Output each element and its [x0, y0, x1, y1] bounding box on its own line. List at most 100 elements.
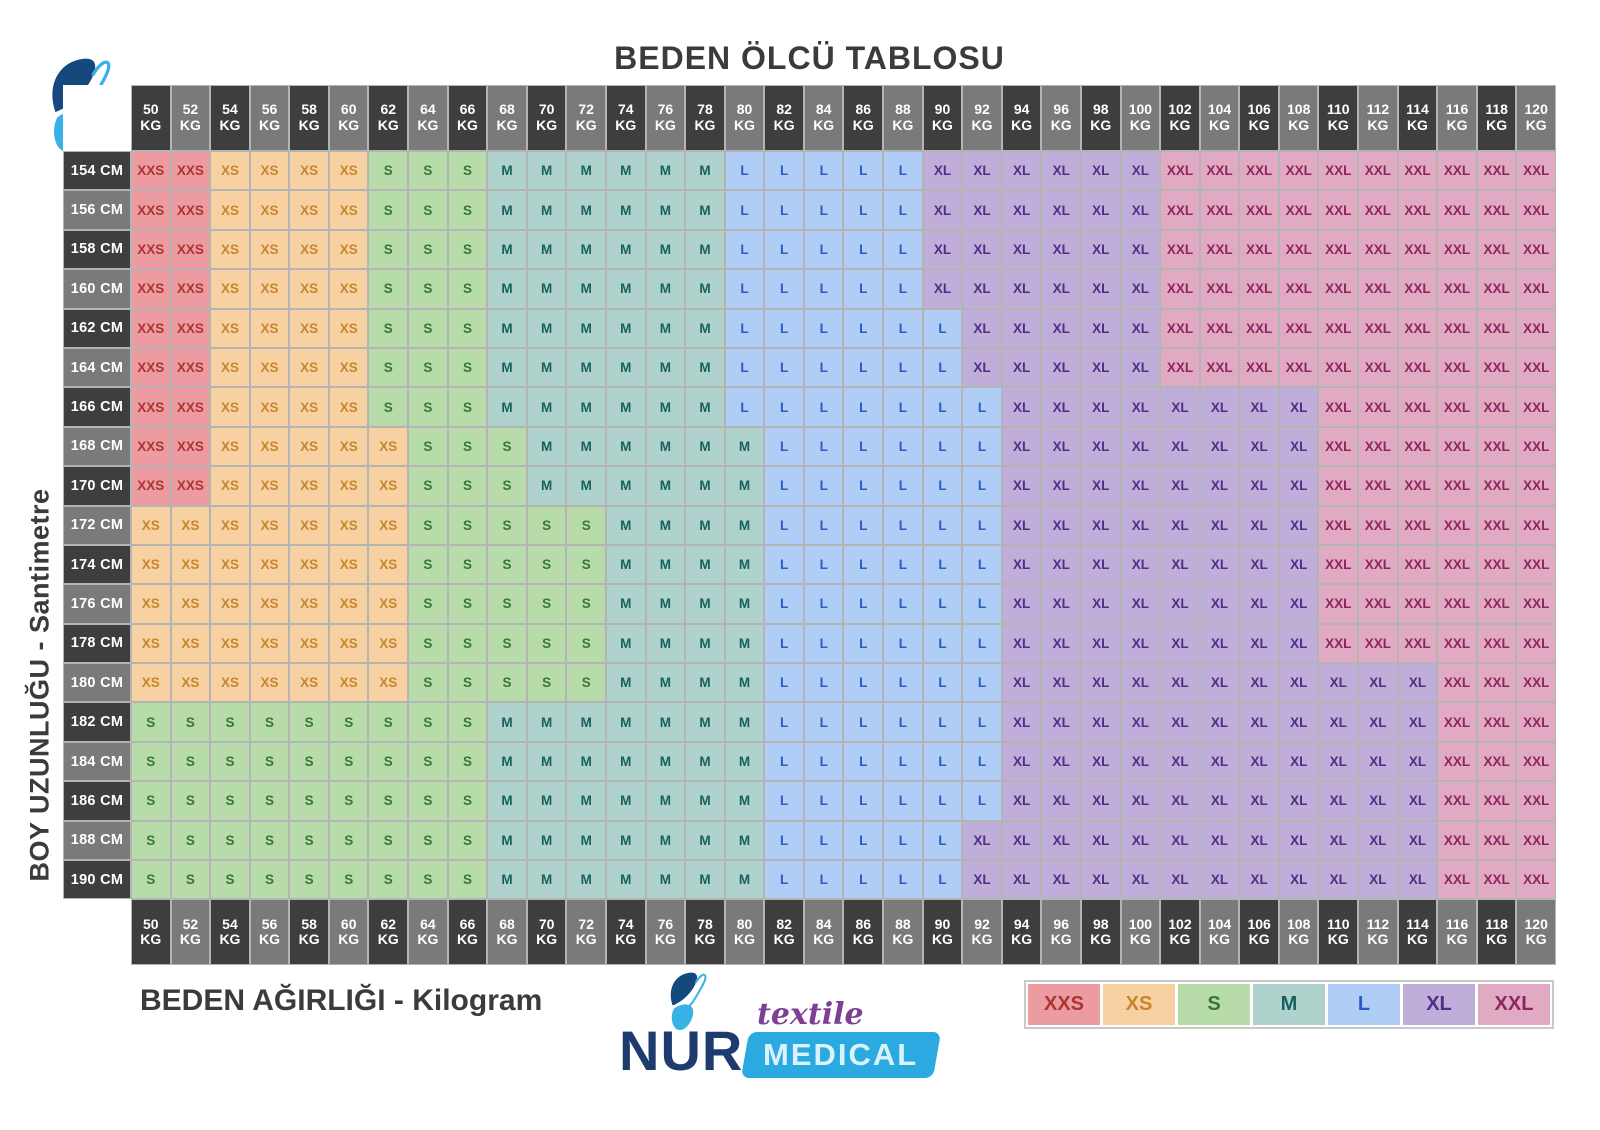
- weight-value: 50: [143, 915, 159, 932]
- size-cell: L: [803, 623, 844, 664]
- height-label: 178 CM: [63, 623, 131, 664]
- size-cell: XL: [922, 269, 963, 309]
- size-cell: M: [605, 584, 646, 624]
- size-cell: S: [447, 151, 488, 191]
- size-cell: XXL: [1318, 387, 1359, 427]
- size-cell: S: [566, 623, 606, 664]
- weight-unit: KG: [417, 931, 439, 948]
- weight-value: 114: [1406, 101, 1429, 118]
- size-cell: L: [883, 781, 923, 821]
- size-cell: XS: [289, 269, 329, 309]
- weight-unit: KG: [1129, 931, 1151, 948]
- weight-unit: KG: [377, 931, 399, 948]
- size-cell: M: [487, 308, 527, 348]
- weight-header-top: 82 KG: [764, 85, 804, 151]
- size-cell: L: [883, 151, 923, 191]
- size-cell: S: [368, 308, 409, 348]
- size-cell: M: [526, 269, 567, 309]
- size-cell: XXL: [1358, 466, 1398, 506]
- weight-header-top: 112 KG: [1358, 85, 1398, 151]
- size-cell: XL: [1358, 860, 1398, 900]
- size-cell: M: [724, 623, 765, 664]
- weight-unit: KG: [852, 117, 874, 133]
- size-cell: XS: [210, 505, 250, 545]
- size-cell: XL: [1358, 663, 1398, 703]
- size-cell: XL: [1120, 190, 1161, 230]
- size-cell: XS: [289, 190, 329, 230]
- size-cell: XL: [1001, 269, 1042, 309]
- size-cell: XL: [1080, 544, 1121, 585]
- weight-unit: KG: [1525, 931, 1547, 948]
- size-cell: S: [447, 426, 488, 467]
- size-cell: XL: [1120, 584, 1161, 624]
- size-cell: L: [922, 584, 963, 624]
- size-cell: S: [289, 860, 329, 900]
- weight-value: 54: [222, 101, 238, 118]
- size-cell: XL: [1041, 466, 1081, 506]
- weight-unit: KG: [1446, 117, 1468, 133]
- weight-unit: KG: [931, 931, 953, 948]
- weight-value: 102: [1168, 915, 1192, 932]
- weight-unit: KG: [140, 931, 162, 948]
- weight-header-top: 116 KG: [1437, 85, 1477, 151]
- size-cell: S: [210, 741, 250, 782]
- size-cell: S: [289, 820, 329, 861]
- size-cell: XXL: [1476, 544, 1517, 585]
- size-cell: M: [685, 426, 725, 467]
- size-cell: M: [526, 860, 567, 900]
- weight-header-top: 56 KG: [249, 85, 290, 151]
- size-cell: S: [408, 820, 448, 861]
- size-cell: L: [803, 151, 844, 191]
- size-cell: M: [566, 151, 606, 191]
- weight-header-bottom: 76 KG: [645, 899, 686, 966]
- size-cell: XL: [1080, 820, 1121, 861]
- size-cell: XXL: [1476, 151, 1517, 191]
- size-cell: XXL: [1199, 190, 1240, 230]
- size-cell: XL: [1041, 544, 1081, 585]
- weight-unit: KG: [734, 117, 756, 133]
- size-cell: L: [843, 860, 884, 900]
- size-cell: S: [289, 741, 329, 782]
- size-cell: XL: [1278, 741, 1319, 782]
- size-cell: L: [883, 544, 923, 585]
- size-cell: XXL: [1199, 151, 1240, 191]
- size-cell: L: [803, 190, 844, 230]
- size-cell: XXS: [131, 269, 171, 309]
- size-cell: L: [922, 663, 963, 703]
- weight-unit: KG: [1011, 117, 1033, 133]
- weight-header-bottom: 92 KG: [962, 899, 1002, 966]
- size-cell: M: [605, 269, 646, 309]
- size-cell: S: [170, 781, 211, 821]
- size-cell: L: [883, 308, 923, 348]
- size-cell: XXL: [1476, 781, 1517, 821]
- weight-value: 74: [617, 915, 634, 932]
- weight-value: 64: [420, 915, 436, 932]
- weight-header-bottom: 66 KG: [447, 899, 488, 966]
- weight-header-top: 90 KG: [922, 85, 963, 151]
- size-cell: XXL: [1160, 347, 1200, 388]
- size-cell: XL: [1080, 151, 1121, 191]
- size-cell: XXL: [1437, 426, 1477, 467]
- weight-header-top: 110 KG: [1318, 85, 1359, 151]
- size-cell: L: [843, 347, 884, 388]
- size-cell: L: [764, 702, 804, 742]
- weight-unit: KG: [1486, 117, 1508, 133]
- size-cell: L: [883, 702, 923, 742]
- size-cell: XXL: [1476, 387, 1517, 427]
- size-cell: XS: [289, 584, 329, 624]
- weight-value: 94: [1013, 101, 1030, 118]
- weight-header-bottom: 64 KG: [408, 899, 448, 966]
- weight-value: 88: [895, 915, 911, 932]
- weight-value: 98: [1092, 915, 1109, 932]
- size-cell: M: [605, 308, 646, 348]
- size-cell: L: [922, 347, 963, 388]
- weight-header-bottom: 74 KG: [605, 899, 646, 966]
- size-cell: M: [724, 702, 765, 742]
- size-cell: L: [962, 663, 1002, 703]
- size-cell: XS: [249, 151, 290, 191]
- size-cell: S: [408, 229, 448, 270]
- size-cell: XL: [1199, 820, 1240, 861]
- size-cell: XS: [131, 584, 171, 624]
- size-cell: XXL: [1160, 308, 1200, 348]
- size-cell: L: [764, 426, 804, 467]
